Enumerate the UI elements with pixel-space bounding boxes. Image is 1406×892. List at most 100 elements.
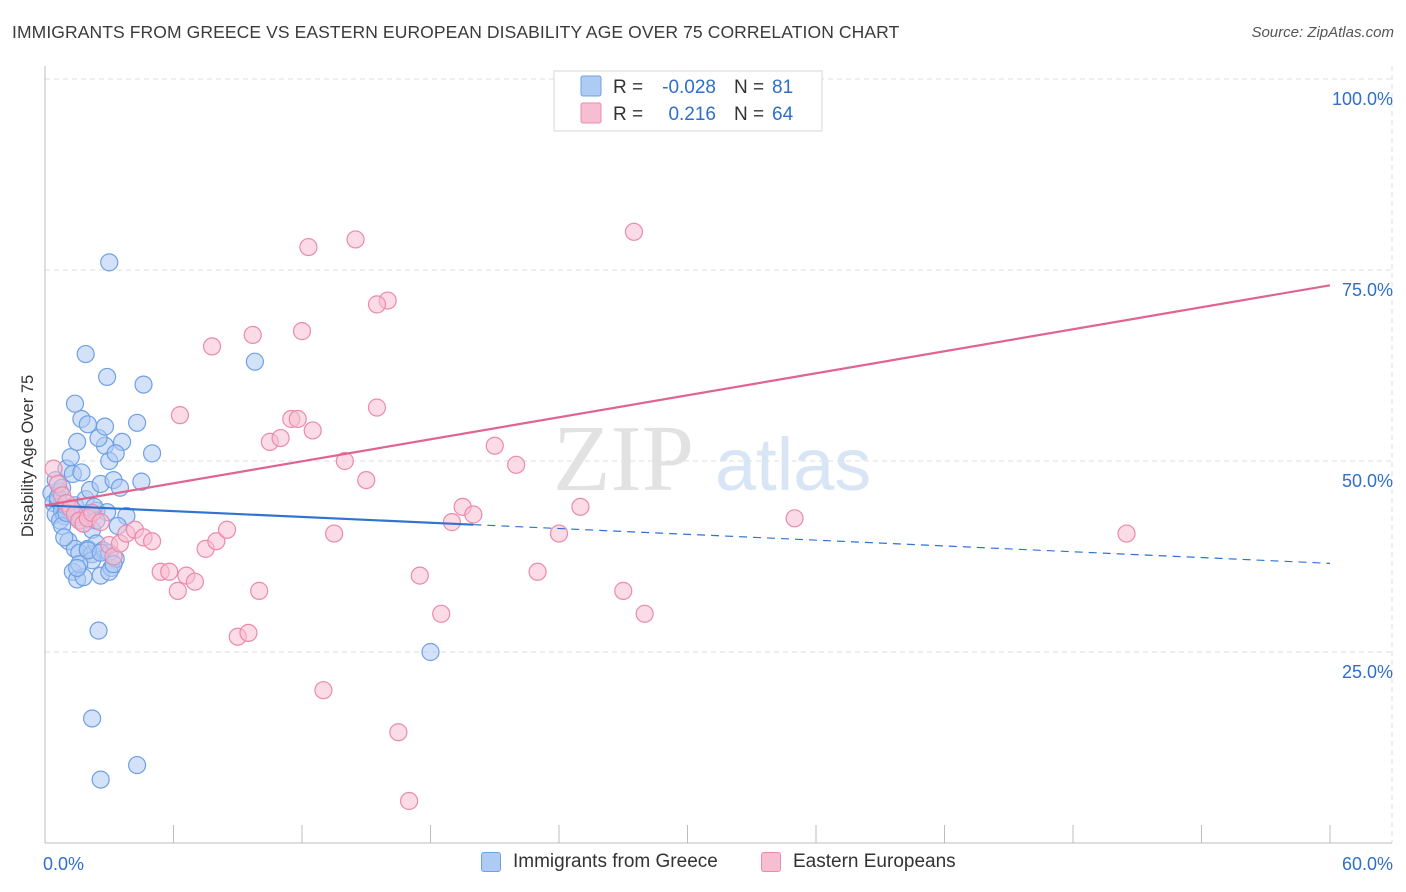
y-tick-label: 75.0% [1342, 280, 1393, 300]
point-greece [68, 558, 87, 578]
point-eastern-europeans [624, 222, 644, 241]
point-eastern-europeans [170, 406, 190, 425]
point-eastern-europeans [314, 681, 333, 700]
legend-swatch-eastern-europeans [761, 852, 781, 872]
point-eastern-europeans [288, 409, 307, 429]
point-eastern-europeans [614, 581, 633, 600]
grid-lines [45, 66, 1393, 843]
point-eastern-europeans [635, 604, 654, 623]
point-eastern-europeans [367, 398, 387, 417]
y-tick-labels: 25.0% 50.0% 75.0% 100.0% [1332, 89, 1393, 682]
point-eastern-europeans [142, 532, 162, 551]
point-greece [106, 444, 125, 463]
point-greece [95, 417, 115, 436]
watermark-zip: ZIP [553, 407, 694, 511]
point-eastern-europeans [303, 421, 322, 440]
legend-n-value-2: 64 [772, 104, 794, 125]
x-tick-labels: 0.0% 60.0% [43, 854, 1393, 874]
trend-lines [44, 284, 1331, 564]
point-eastern-europeans [185, 572, 205, 591]
point-eastern-europeans [442, 513, 462, 532]
legend-r-value-2: 0.216 [668, 104, 716, 125]
point-greece [98, 367, 117, 387]
point-eastern-europeans [271, 428, 290, 448]
point-eastern-europeans [367, 295, 387, 314]
point-eastern-europeans [549, 524, 569, 543]
point-greece [132, 472, 151, 491]
legend-item-greece: Immigrants from Greece [481, 851, 718, 873]
point-greece [127, 413, 147, 432]
watermark: ZIP atlas [553, 407, 871, 511]
point-eastern-europeans [346, 230, 365, 249]
point-eastern-europeans [243, 325, 262, 345]
legend-label-eastern-europeans: Eastern Europeans [793, 851, 956, 872]
y-axis-label: Disability Age Over 75 [19, 375, 37, 537]
legend-n-label-2: N = [734, 104, 764, 125]
legend-n-value-1: 81 [772, 77, 793, 98]
point-greece [72, 463, 91, 482]
point-eastern-europeans [785, 509, 804, 528]
point-greece [55, 528, 74, 547]
point-eastern-europeans [160, 562, 179, 581]
axes [44, 66, 1392, 844]
point-greece [83, 709, 102, 728]
point-eastern-europeans [571, 497, 590, 516]
x-tick-label-min: 0.0% [43, 854, 84, 874]
point-greece [78, 415, 97, 434]
point-eastern-europeans [507, 455, 526, 474]
point-greece [245, 352, 264, 371]
series-eastern-europeans [44, 222, 1136, 811]
point-eastern-europeans [239, 623, 258, 643]
x-tick-label-max: 60.0% [1342, 854, 1393, 874]
point-greece [65, 394, 85, 413]
point-eastern-europeans [1117, 524, 1136, 543]
point-greece [421, 642, 440, 662]
point-eastern-europeans [485, 436, 504, 455]
legend-swatch-blue [580, 75, 602, 97]
trend-line-eastern-europeans [44, 284, 1331, 507]
point-eastern-europeans [250, 581, 269, 600]
point-eastern-europeans [335, 451, 354, 471]
point-eastern-europeans [292, 322, 312, 341]
source-label: Source: ZipAtlas.com [1251, 24, 1394, 41]
bottom-legend: Immigrants from Greece Eastern Europeans [0, 851, 1406, 879]
point-eastern-europeans [528, 562, 547, 581]
point-eastern-europeans [389, 723, 408, 742]
point-eastern-europeans [91, 513, 110, 532]
legend-label-greece: Immigrants from Greece [513, 851, 718, 872]
point-greece [61, 448, 80, 467]
point-eastern-europeans [357, 471, 376, 490]
trend-line-greece-extrapolated [473, 524, 1331, 564]
point-greece [127, 755, 147, 775]
legend-n-label-1: N = [734, 77, 764, 98]
point-greece [68, 432, 87, 451]
point-eastern-europeans [399, 791, 419, 811]
point-greece [142, 444, 162, 463]
point-eastern-europeans [432, 604, 451, 623]
point-eastern-europeans [410, 566, 429, 585]
point-greece [134, 375, 153, 394]
point-eastern-europeans [202, 337, 222, 356]
point-eastern-europeans [325, 524, 344, 543]
point-eastern-europeans [464, 505, 483, 524]
legend-swatch-pink [580, 102, 602, 124]
legend-r-label-1: R = [613, 77, 643, 98]
watermark-atlas: atlas [715, 423, 871, 506]
point-eastern-europeans [217, 520, 237, 539]
chart-title: IMMIGRANTS FROM GREECE VS EASTERN EUROPE… [12, 22, 900, 42]
point-eastern-europeans [44, 459, 63, 478]
y-tick-label: 100.0% [1332, 89, 1393, 109]
legend-swatch-greece [481, 852, 501, 872]
point-greece [100, 253, 119, 272]
legend-r-label-2: R = [613, 104, 643, 125]
stats-legend: R = -0.028 N = 81 R = 0.216 N = 64 [553, 70, 823, 132]
point-greece [89, 621, 108, 640]
y-tick-label: 25.0% [1342, 662, 1393, 682]
legend-item-eastern-europeans: Eastern Europeans [761, 851, 956, 873]
point-greece [91, 770, 110, 789]
point-eastern-europeans [207, 532, 226, 551]
legend-r-value-1: -0.028 [662, 77, 716, 98]
y-tick-label: 50.0% [1342, 471, 1393, 491]
trend-line-greece [44, 504, 474, 526]
